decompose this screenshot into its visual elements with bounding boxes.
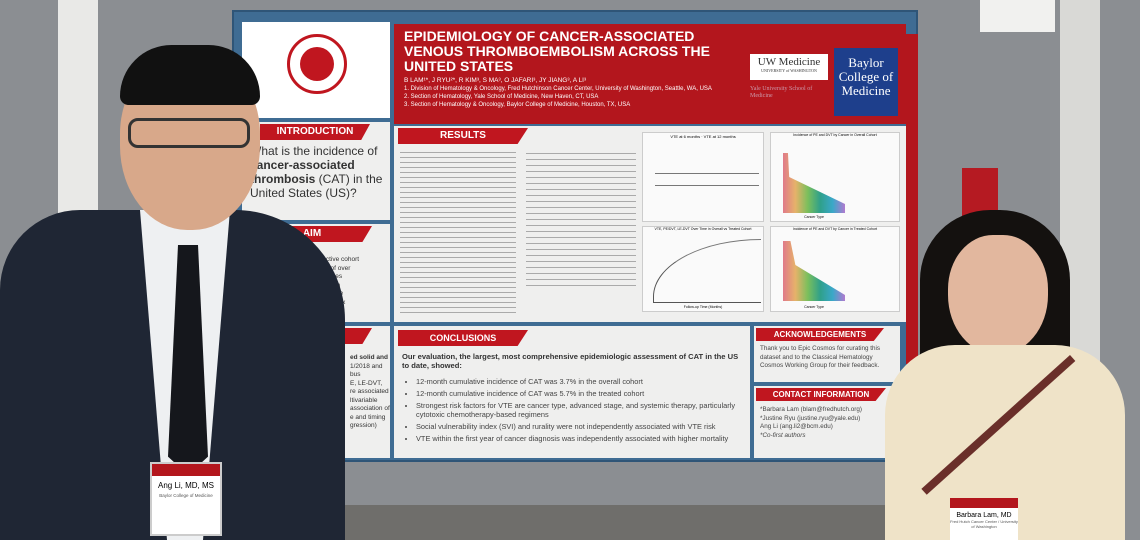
conclusions-list: 12-month cumulative incidence of CAT was… — [402, 374, 742, 443]
results-panel: RESULTS VTE at 6 months · VTE at 12 mont… — [394, 126, 906, 322]
baylor-logo: Baylor College of Medicine — [834, 48, 898, 116]
results-table-2 — [526, 148, 636, 288]
poster-title-bar: EPIDEMIOLOGY OF CANCER-ASSOCIATED VENOUS… — [394, 24, 906, 124]
results-table — [400, 148, 516, 316]
uw-logo-sub: UNIVERSITY of WASHINGTON — [761, 68, 817, 73]
badge-left-name: Ang Li, MD, MS — [157, 481, 214, 490]
badge-left: Ang Li, MD, MS Baylor College of Medicin… — [150, 462, 222, 536]
title-block: EPIDEMIOLOGY OF CANCER-ASSOCIATED VENOUS… — [404, 29, 744, 109]
badge-left-org: Baylor College of Medicine — [159, 493, 213, 498]
conclusions-panel: CONCLUSIONS Our evaluation, the largest,… — [394, 326, 750, 458]
ash-logo — [287, 34, 347, 94]
contact-heading: CONTACT INFORMATION — [756, 388, 886, 401]
badge-right-org: Fred Hutch Cancer Center / University of… — [950, 519, 1018, 529]
conclusion-item: 12-month cumulative incidence of CAT was… — [416, 389, 742, 398]
chart-cancer-treated: Incidence of PE and DVT by Cancer in Tre… — [770, 226, 900, 312]
affiliation-1: 1. Division of Hematology & Oncology, Fr… — [404, 86, 712, 92]
contact-panel: CONTACT INFORMATION *Barbara Lam (blam@f… — [754, 386, 900, 458]
glasses — [128, 118, 250, 148]
methods-text: ed solid and 1/2018 and bus E, LE-DVT, re as… — [350, 354, 390, 429]
side-banner — [906, 34, 918, 364]
conclusions-heading: CONCLUSIONS — [398, 330, 528, 346]
acknowledgements-panel: ACKNOWLEDGEMENTS Thank you to Epic Cosmo… — [754, 326, 900, 382]
acknowledgements-text: Thank you to Epic Cosmos for curating th… — [760, 345, 881, 369]
poster-title: EPIDEMIOLOGY OF CANCER-ASSOCIATED VENOUS… — [404, 28, 710, 74]
chart-cancer-overall: Incidence of PE and DVT by Cancer in Ove… — [770, 132, 900, 222]
conclusions-intro: Our evaluation, the largest, most compre… — [402, 352, 739, 370]
conclusion-item: Strongest risk factors for VTE are cance… — [416, 401, 742, 419]
floor-strip — [330, 505, 930, 540]
introduction-panel: INTRODUCTION What is the incidence of ca… — [242, 122, 390, 220]
chart-cumulative-incidence: VTE, PE/DVT, LE-DVT Over Time in Overall… — [642, 226, 764, 312]
yale-logo: Yale University School of Medicine — [750, 86, 813, 99]
acknowledgements-heading: ACKNOWLEDGEMENTS — [756, 328, 884, 341]
woman-presenter — [880, 205, 1140, 540]
research-poster: EPIDEMIOLOGY OF CANCER-ASSOCIATED VENOUS… — [232, 10, 918, 462]
chart-incidence-by-year: VTE at 6 months · VTE at 12 months — [642, 132, 764, 222]
introduction-heading: INTRODUCTION — [260, 124, 370, 140]
affiliation-3: 3. Section of Hematology & Oncology, Bay… — [404, 102, 631, 108]
badge-right: Barbara Lam, MD Fred Hutch Cancer Center… — [950, 498, 1018, 540]
uw-logo-text: UW Medicine — [757, 56, 821, 68]
introduction-text: What is the incidence of cancer-associat… — [250, 144, 383, 200]
conclusion-item: 12-month cumulative incidence of CAT was… — [416, 377, 742, 386]
adjacent-notice — [980, 0, 1055, 32]
results-heading: RESULTS — [398, 128, 528, 144]
contact-text: *Barbara Lam (blam@fredhutch.org) *Justin… — [760, 406, 862, 439]
hair — [120, 45, 260, 105]
face — [948, 235, 1048, 355]
man-presenter — [0, 40, 345, 540]
badge-right-name: Barbara Lam, MD — [956, 512, 1012, 519]
ash-logo-box — [242, 22, 390, 118]
authors: B LAM¹*, J RYU²*, R KIM³, S MA³, O JAFAR… — [404, 77, 587, 84]
uw-medicine-logo: UW Medicine UNIVERSITY of WASHINGTON — [750, 54, 828, 80]
affiliation-2: 2. Section of Hematology, Yale School of… — [404, 94, 599, 100]
conclusion-item: VTE within the first year of cancer diag… — [416, 434, 742, 443]
conclusion-item: Social vulnerability index (SVI) and rur… — [416, 422, 742, 431]
